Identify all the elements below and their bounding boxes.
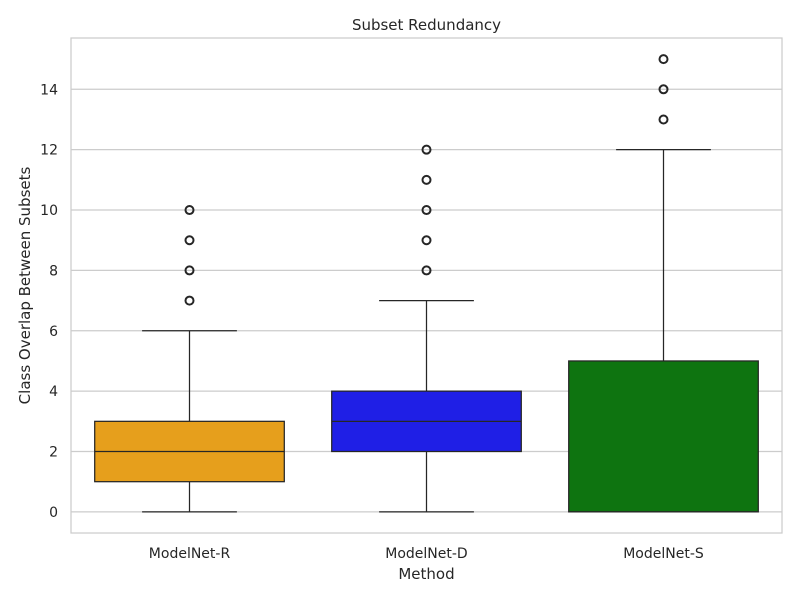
boxes-layer <box>94 54 759 513</box>
outlier-point <box>421 235 432 246</box>
chart-title: Subset Redundancy <box>352 16 501 34</box>
x-tick-label: ModelNet-D <box>385 546 467 562</box>
outlier-point <box>421 174 432 185</box>
box-modelnet-d <box>331 144 522 513</box>
outlier-point <box>658 84 669 95</box>
outlier-point <box>421 265 432 276</box>
y-tick-label: 6 <box>49 324 58 340</box>
outlier-point <box>658 114 669 125</box>
x-tick-label: ModelNet-S <box>623 546 704 562</box>
box-modelnet-s <box>568 54 759 513</box>
x-tick-labels: ModelNet-R ModelNet-D ModelNet-S <box>149 546 704 562</box>
y-tick-label: 0 <box>49 505 58 521</box>
outlier-point <box>184 265 195 276</box>
box-modelnet-r <box>94 205 285 513</box>
y-tick-label: 14 <box>40 82 58 98</box>
outlier-point <box>184 295 195 306</box>
y-tick-labels: 0 2 4 6 8 10 12 14 <box>40 82 58 521</box>
outlier-point <box>658 54 669 65</box>
y-tick-label: 4 <box>49 384 58 400</box>
x-tick-label: ModelNet-R <box>149 546 231 562</box>
outlier-point <box>184 205 195 216</box>
x-axis-title: Method <box>398 565 454 583</box>
outlier-point <box>184 235 195 246</box>
y-tick-label: 12 <box>40 143 58 159</box>
y-tick-label: 10 <box>40 203 58 219</box>
plot-frame <box>70 37 783 534</box>
y-axis-title: Class Overlap Between Subsets <box>16 166 34 404</box>
interquartile-box <box>568 360 759 513</box>
outlier-point <box>421 205 432 216</box>
y-tick-label: 8 <box>49 263 58 279</box>
y-tick-label: 2 <box>49 445 58 461</box>
outlier-point <box>421 144 432 155</box>
